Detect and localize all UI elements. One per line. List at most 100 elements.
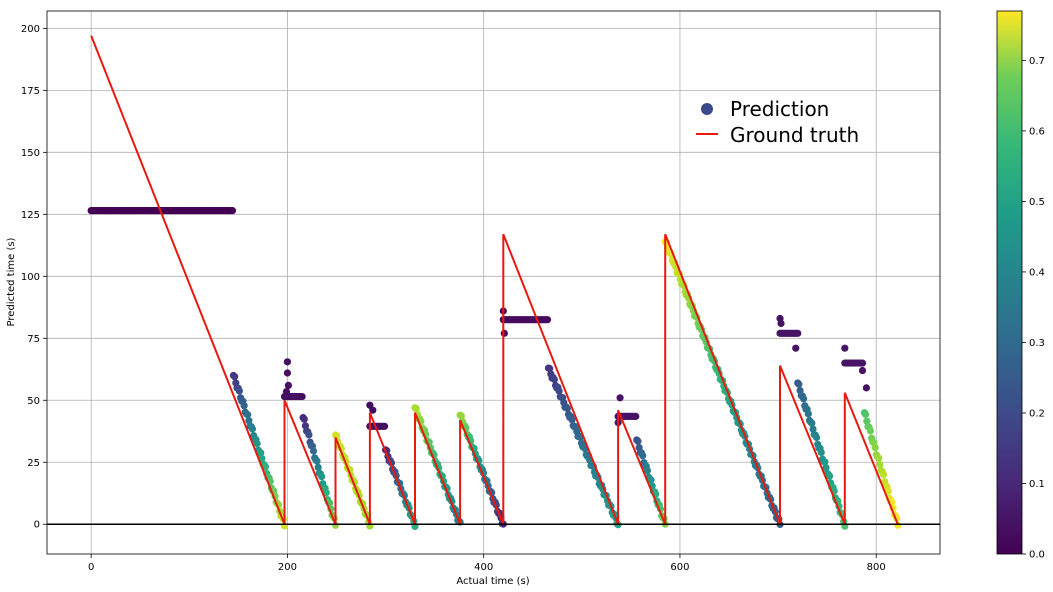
ground-truth-series (90, 35, 899, 525)
prediction-point (253, 439, 261, 448)
colorbar-tick-label: 0.6 (1029, 126, 1045, 137)
prediction-point (812, 433, 821, 442)
prediction-point (884, 487, 892, 495)
prediction-point (795, 380, 803, 388)
prediction-point (863, 417, 871, 425)
prediction-point (244, 411, 252, 419)
prediction-point (369, 406, 377, 414)
prediction-point (634, 437, 642, 445)
prediction-point (550, 375, 558, 384)
prediction-point (257, 449, 265, 457)
prediction-point (866, 427, 874, 435)
prediction-point (817, 448, 825, 457)
colorbar-tick-label: 0.3 (1029, 338, 1045, 349)
legend-marker-prediction (701, 103, 713, 115)
colorbar: 0.0 0.1 0.2 0.3 0.4 0.5 0.6 0.7 (996, 10, 1045, 561)
prediction-point (632, 412, 640, 420)
prediction-point (862, 384, 871, 392)
colorbar-tick-label: 0.5 (1029, 197, 1045, 208)
x-tick-label: 600 (670, 562, 689, 573)
y-tick-label: 75 (27, 334, 40, 345)
prediction-point (380, 422, 389, 430)
prediction-point (804, 410, 812, 418)
y-tick-label: 200 (21, 24, 40, 35)
plot-frame (46, 10, 941, 555)
prediction-point (825, 472, 834, 480)
prediction-point (309, 447, 318, 455)
y-tick-label: 100 (21, 272, 40, 283)
prediction-point (245, 417, 253, 425)
colorbar-tick-label: 0.7 (1029, 56, 1045, 67)
x-tick-label: 200 (278, 562, 297, 573)
prediction-point (894, 521, 902, 529)
gridlines (47, 11, 940, 554)
y-tick-label: 0 (34, 520, 40, 531)
prediction-point (543, 316, 552, 324)
y-tick-label: 175 (21, 86, 40, 97)
prediction-point (283, 358, 292, 366)
legend: Prediction Ground truth (696, 97, 859, 147)
prediction-point (563, 404, 571, 413)
prediction-point (318, 472, 326, 481)
prediction-point (322, 489, 330, 497)
y-tick-label: 150 (21, 148, 40, 159)
prediction-point (792, 344, 800, 352)
prediction-point (794, 329, 802, 337)
prediction-point (809, 425, 817, 433)
prediction-point (858, 359, 867, 367)
x-tick-label: 0 (88, 562, 94, 573)
colorbar-tick-label: 0.0 (1029, 550, 1045, 561)
prediction-point (555, 387, 563, 395)
prediction-point (876, 461, 884, 469)
colorbar-ticks: 0.0 0.1 0.2 0.3 0.4 0.5 0.6 0.7 (1022, 56, 1045, 561)
prediction-point (799, 395, 808, 403)
prediction-point (858, 366, 867, 375)
prediction-point (862, 410, 870, 419)
prediction-point (875, 454, 883, 462)
prediction-point (639, 452, 647, 460)
prediction-point (616, 394, 624, 402)
colorbar-tick-label: 0.1 (1029, 479, 1045, 490)
prediction-point (300, 415, 308, 423)
colorbar-tick-label: 0.4 (1029, 267, 1045, 278)
legend-label-prediction: Prediction (730, 97, 829, 121)
prediction-point (283, 369, 292, 377)
ground-truth-line (90, 35, 899, 525)
prediction-point (568, 416, 576, 424)
prediction-point (235, 387, 243, 395)
prediction-point (871, 444, 879, 452)
prediction-point (284, 381, 293, 389)
prediction-point (546, 364, 554, 373)
prediction-points (87, 206, 902, 531)
prediction-point (777, 319, 785, 328)
prediction-point (231, 373, 239, 381)
prediction-point (841, 344, 849, 352)
colorbar-gradient (996, 10, 1023, 555)
prediction-point (808, 419, 816, 427)
prediction-point (821, 458, 829, 466)
prediction-point (647, 476, 655, 484)
prediction-point (457, 412, 465, 420)
prediction-point (331, 521, 340, 529)
prediction-point (282, 387, 291, 396)
axes: 0 200 400 600 800 0 25 50 75 100 125 150 175 200 (21, 10, 941, 573)
prediction-point (643, 467, 652, 475)
y-tick-label: 125 (21, 210, 40, 221)
prediction-point (314, 463, 322, 471)
prediction-point (228, 206, 237, 215)
prediction-point (879, 470, 888, 479)
prediction-point (412, 404, 420, 413)
prediction-point (305, 431, 313, 439)
legend-label-ground-truth: Ground truth (730, 123, 859, 147)
prediction-point (240, 402, 248, 410)
prediction-point (822, 464, 830, 472)
y-tick-label: 25 (27, 458, 40, 469)
x-tick-label: 400 (474, 562, 493, 573)
x-axis-label: Actual time (s) (456, 576, 529, 587)
prediction-point (261, 463, 270, 471)
prediction-point (298, 392, 306, 401)
prediction-point (248, 425, 257, 433)
x-tick-label: 800 (867, 562, 886, 573)
colorbar-tick-label: 0.2 (1029, 408, 1045, 419)
